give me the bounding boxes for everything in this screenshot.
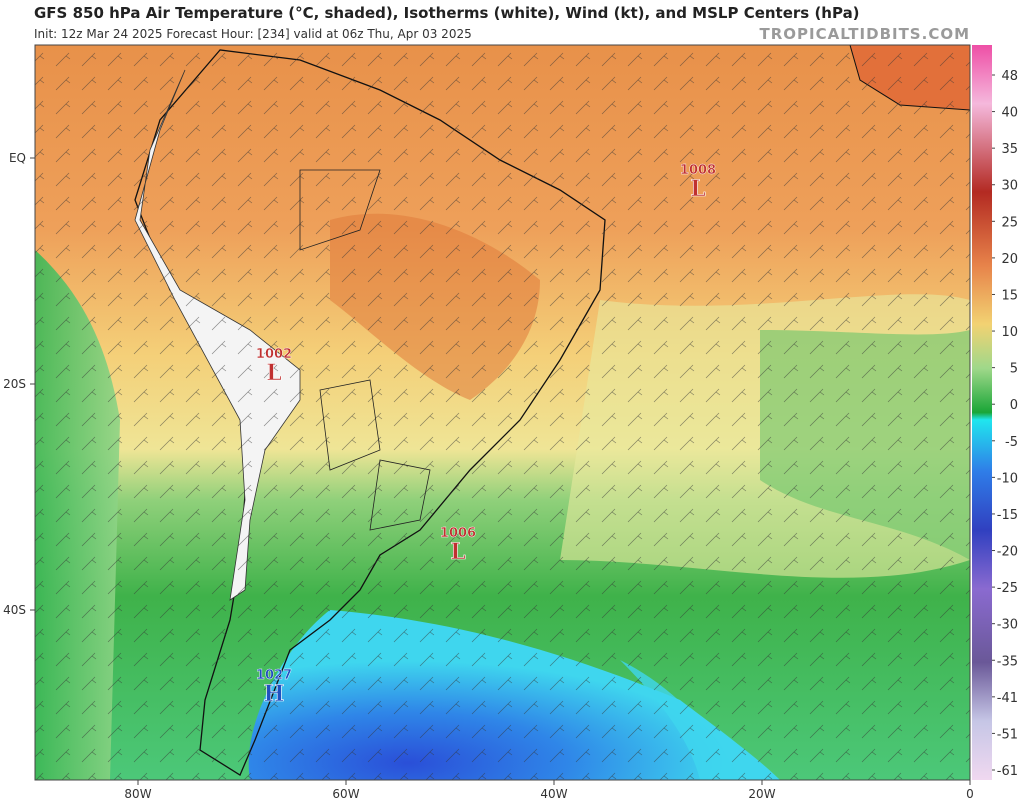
pressure-value: 1027 — [256, 668, 292, 683]
pressure-value: 1002 — [256, 347, 292, 362]
colorbar-label: 40 — [1001, 106, 1018, 121]
colorbar-label: -10 — [997, 471, 1018, 486]
pressure-value: 1006 — [440, 526, 476, 541]
title: GFS 850 hPa Air Temperature (°C, shaded)… — [34, 4, 860, 22]
watermark: TROPICALTIDBITS.COM — [759, 25, 970, 43]
colorbar-label: -41 — [997, 691, 1018, 706]
map-frame — [34, 44, 971, 781]
colorbar-label: 15 — [1001, 288, 1018, 303]
lat-label: 40S — [3, 603, 26, 617]
colorbar-label: -15 — [997, 508, 1018, 523]
pressure-letter: H — [264, 681, 285, 707]
lat-label: 20S — [3, 377, 26, 391]
lon-label: 80W — [124, 787, 151, 800]
lon-label: 40W — [540, 787, 567, 800]
colorbar-label: 20 — [1001, 252, 1018, 267]
colorbar-label: -25 — [997, 581, 1018, 596]
lat-label: EQ — [9, 151, 26, 165]
subtitle: Init: 12z Mar 24 2025 Forecast Hour: [23… — [34, 27, 472, 41]
colorbar-label: 0 — [1010, 398, 1018, 413]
colorbar-label: -20 — [997, 545, 1018, 560]
colorbar-label: -35 — [997, 654, 1018, 669]
pressure-letter: L — [690, 176, 705, 202]
colorbar-label: -51 — [997, 727, 1018, 742]
colorbar-label: 5 — [1010, 362, 1018, 377]
pressure-value: 1008 — [680, 163, 716, 178]
lon-label: 20W — [748, 787, 775, 800]
colorbar-label: -5 — [1005, 435, 1018, 450]
lon-label: 0 — [966, 787, 974, 800]
map-area — [35, 45, 970, 780]
lon-label: 60W — [332, 787, 359, 800]
colorbar-label: -61 — [997, 764, 1018, 779]
colorbar-label: 25 — [1001, 215, 1018, 230]
colorbar-label: 35 — [1001, 142, 1018, 157]
pressure-letter: L — [450, 539, 465, 565]
colorbar-label: 10 — [1001, 325, 1018, 340]
colorbar-label: -30 — [997, 618, 1018, 633]
colorbar-label: 48 — [1001, 69, 1018, 84]
colorbar-label: 30 — [1001, 179, 1018, 194]
colorbar — [972, 45, 992, 780]
pressure-letter: L — [266, 360, 281, 386]
